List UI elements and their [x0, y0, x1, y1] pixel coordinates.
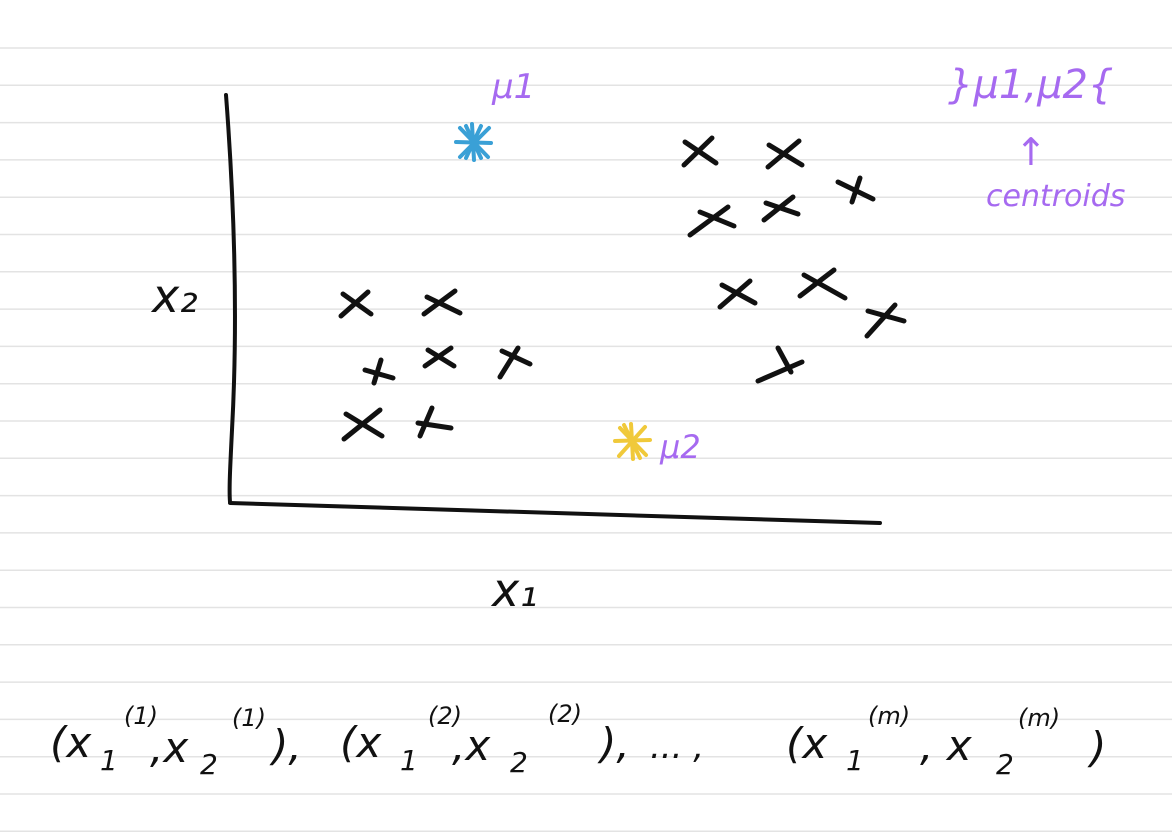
formula-sub-ma: 1 — [846, 744, 864, 777]
asterisk-star-icon — [613, 422, 652, 461]
ruled-lines — [0, 47, 1172, 833]
x-mark-icon — [421, 288, 463, 317]
formula-sup-1a: (1) — [124, 702, 158, 730]
formula-sup-ma: (m) — [868, 702, 910, 730]
x-mark-icon — [338, 289, 374, 319]
centroids-word: centroids — [986, 179, 1125, 214]
formula-mid-2: ,x — [452, 721, 491, 770]
y-axis — [224, 93, 237, 504]
formula-ellipsis: ... , — [650, 727, 704, 767]
formula-sup-2b: (2) — [548, 700, 582, 728]
formula-open-1: (x — [50, 718, 92, 767]
formula-close-2: ), — [597, 719, 630, 768]
formula-open-2: (x — [340, 718, 382, 767]
x-mark-icon — [765, 138, 805, 170]
x-mark-icon — [755, 345, 805, 384]
y-axis-label: x₂ — [150, 269, 198, 323]
x-mark-icon — [797, 267, 848, 301]
x-mark-icon — [422, 345, 457, 369]
centroid-1-label: μ1 — [491, 67, 535, 107]
x-mark-icon — [687, 204, 737, 238]
x-mark-icon — [717, 278, 758, 310]
x-axis-label: x₁ — [490, 563, 538, 617]
formula-close-1: ), — [269, 721, 302, 770]
x-axis — [228, 501, 882, 525]
x-mark-icon — [681, 135, 719, 168]
x-mark-icon — [835, 175, 876, 205]
formula-sub-2b: 2 — [510, 746, 528, 779]
formula-sub-mb: 2 — [996, 748, 1014, 781]
formula-mid-m: , x — [920, 721, 973, 770]
cluster-left — [338, 288, 533, 442]
formula-sub-2a: 1 — [400, 744, 418, 777]
x-mark-icon — [341, 407, 385, 442]
centroid-2-label: μ2 — [659, 428, 701, 466]
formula-sub-1a: 1 — [100, 744, 118, 777]
x-mark-icon — [362, 357, 396, 386]
x-mark-icon — [415, 405, 454, 439]
arrow-up-icon: ↑ — [1015, 130, 1047, 174]
formula-sup-2a: (2) — [428, 702, 462, 730]
x-mark-icon — [497, 345, 533, 380]
formula-sub-1b: 2 — [200, 748, 218, 781]
x-mark-icon — [864, 302, 907, 339]
formula-close-m: ) — [1087, 723, 1106, 772]
formula-sup-1b: (1) — [232, 704, 266, 732]
formula-sup-mb: (m) — [1018, 704, 1060, 732]
formula-mid-1: ,x — [150, 723, 189, 772]
training-set-formula: (x 1 (1) ,x 2 (1) ), (x 1 (2) ,x 2 (2) )… — [50, 700, 1106, 781]
cluster-right — [681, 135, 907, 384]
formula-open-m: (x — [786, 719, 828, 768]
asterisk-star-icon — [454, 122, 493, 162]
x-mark-icon — [761, 194, 801, 223]
centroid-set-label: }μ1,μ2{ — [948, 62, 1113, 108]
